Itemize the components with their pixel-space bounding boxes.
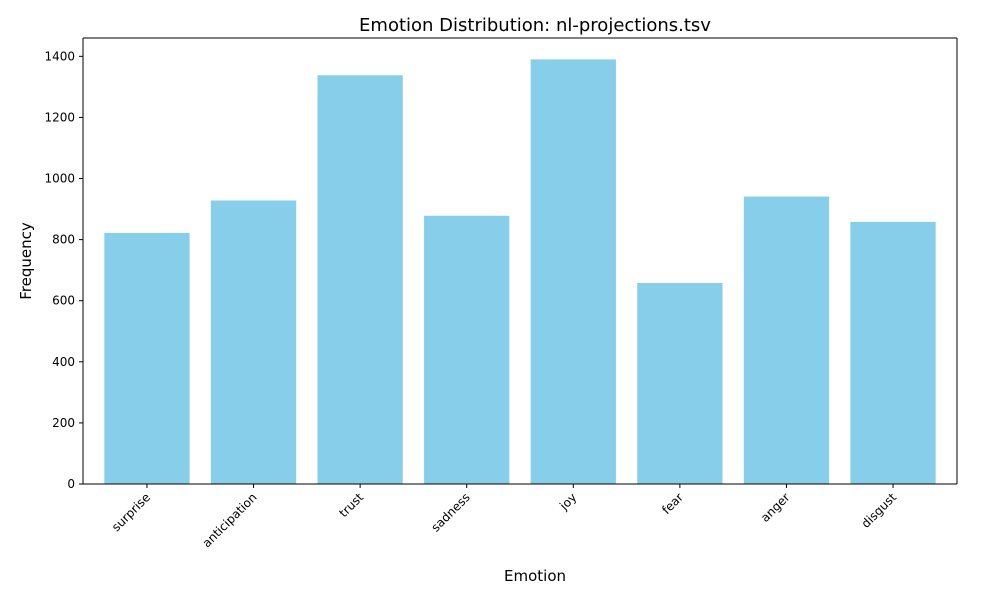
y-tick-label-800: 800 xyxy=(52,233,75,247)
x-axis-label: Emotion xyxy=(504,567,566,585)
y-tick-label-200: 200 xyxy=(52,416,75,430)
x-tick-label-anger: anger xyxy=(758,490,793,525)
plot-area: 0 200 400 600 800 1000 1200 1400 surprise anticip… xyxy=(44,37,958,550)
bar-disgust xyxy=(850,221,936,485)
y-tick-label-600: 600 xyxy=(52,294,75,308)
y-tick-label-1200: 1200 xyxy=(44,110,75,124)
y-tick-label-1400: 1400 xyxy=(44,49,75,63)
x-tick-label-disgust: disgust xyxy=(859,490,900,531)
bar-fear xyxy=(637,282,723,484)
x-tick-label-anticipation: anticipation xyxy=(200,490,260,550)
x-tick-label-sadness: sadness xyxy=(428,490,472,534)
bar-anger xyxy=(743,196,830,485)
y-tick-label-400: 400 xyxy=(52,355,75,369)
bar-anticipation xyxy=(210,200,297,484)
y-axis-label: Frequency xyxy=(17,222,35,300)
bar-trust xyxy=(317,75,403,484)
x-tick-label-trust: trust xyxy=(336,490,366,520)
bar-surprise xyxy=(104,232,190,484)
y-tick-label-0: 0 xyxy=(67,477,75,491)
chart-title: Emotion Distribution: nl-projections.tsv xyxy=(359,15,711,36)
x-tick-label-surprise: surprise xyxy=(109,490,153,534)
bar-joy xyxy=(530,59,616,485)
x-tick-label-joy: joy xyxy=(556,490,579,513)
x-tick-label-fear: fear xyxy=(659,490,686,517)
y-tick-label-1000: 1000 xyxy=(44,172,75,186)
bar-sadness xyxy=(424,215,510,484)
